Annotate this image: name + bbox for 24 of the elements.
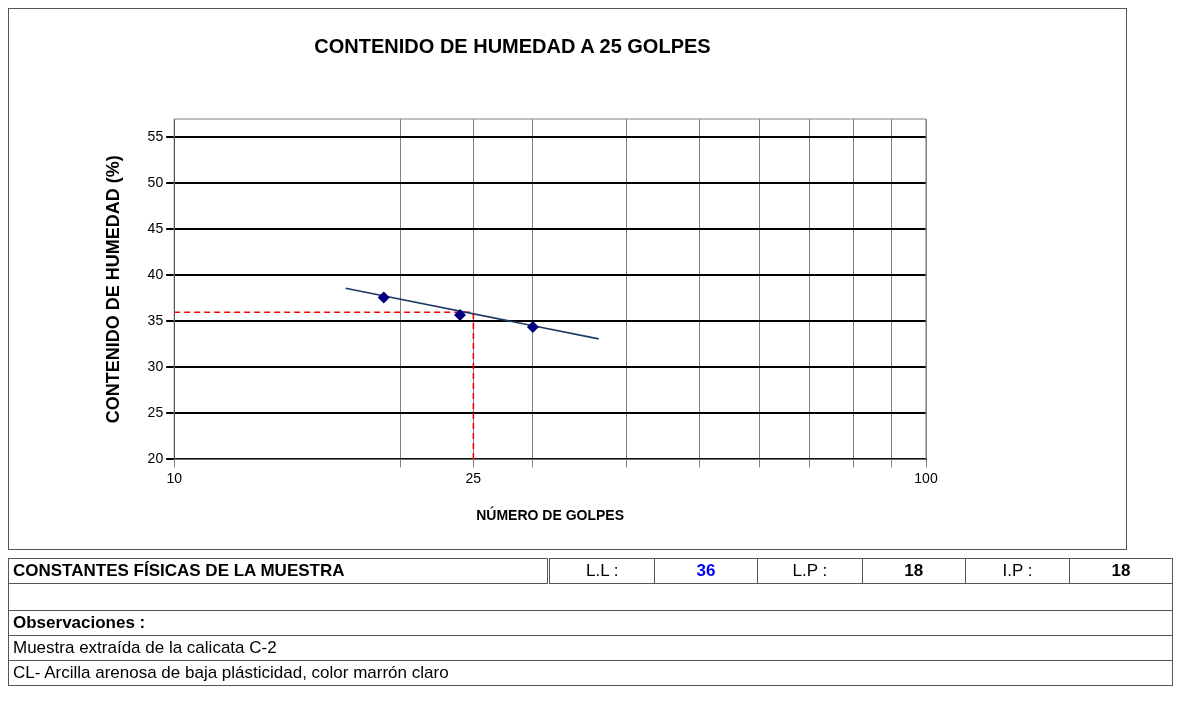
text: L.L : <box>548 558 655 584</box>
text: L.P : <box>757 558 863 584</box>
y-tick-label: 20 <box>147 450 164 467</box>
text: Muestra extraída de la calicata C-2 <box>8 635 1173 661</box>
x-tick-label: 10 <box>166 469 183 486</box>
x-tick-label: 100 <box>914 469 938 486</box>
y-tick-label: 55 <box>147 128 164 145</box>
text: 18 <box>1069 558 1173 584</box>
x-tick-label: 25 <box>465 469 482 486</box>
y-tick-label: 25 <box>147 404 164 421</box>
text: CL- Arcilla arenosa de baja plásticidad, color marrón claro <box>8 660 1173 686</box>
chart-title: CONTENIDO DE HUMEDAD A 25 GOLPES <box>314 34 711 57</box>
text: I.P : <box>965 558 1070 584</box>
y-axis-title: CONTENIDO DE HUMEDAD (%) <box>102 155 123 424</box>
text: CONSTANTES FÍSICAS DE LA MUESTRA <box>8 558 549 584</box>
y-tick-label: 45 <box>147 220 164 237</box>
y-tick-label: 40 <box>147 266 164 283</box>
y-tick-label: 30 <box>147 358 164 375</box>
text: 36 <box>654 558 758 584</box>
y-tick-label: 50 <box>147 174 164 191</box>
text: 18 <box>862 558 966 584</box>
text: Observaciones : <box>8 610 1173 636</box>
x-axis-title: NÚMERO DE GOLPES <box>476 506 624 524</box>
y-tick-label: 35 <box>147 312 164 329</box>
